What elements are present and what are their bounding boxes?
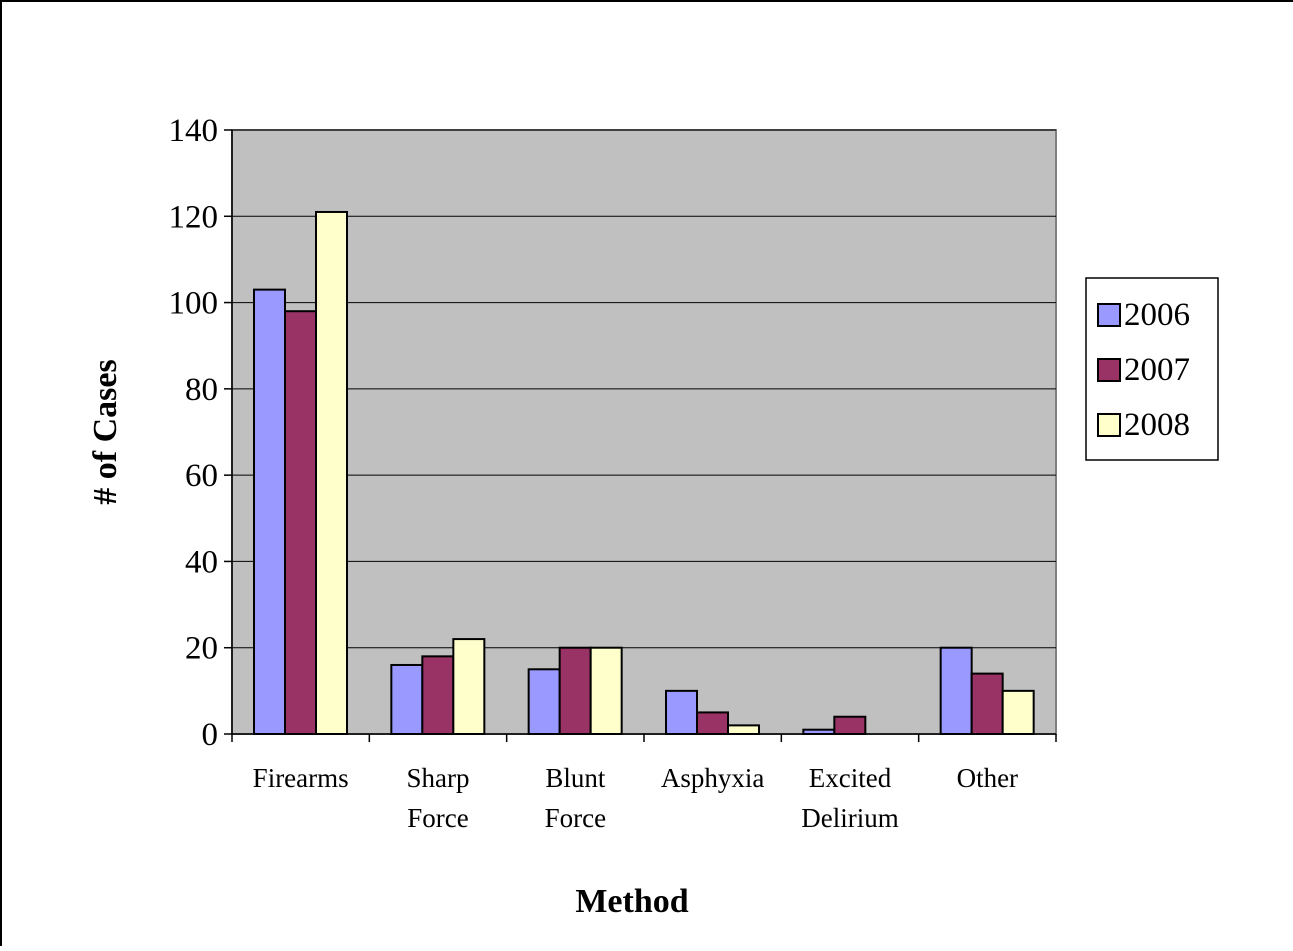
bar-2007-3 (696, 711, 729, 736)
y-tick-label: 140 (169, 113, 219, 149)
x-category-label: Firearms (253, 763, 349, 793)
bar-2006-2 (527, 668, 561, 735)
legend-label-2006: 2006 (1124, 297, 1190, 333)
bar-2008-5 (1001, 689, 1035, 735)
bar-2008-3 (727, 724, 760, 735)
y-tick-label: 0 (202, 717, 219, 753)
legend-swatch-2007 (1097, 358, 1121, 382)
bar-2006-0 (253, 288, 286, 735)
bar-2007-2 (558, 646, 592, 736)
bar-2007-0 (284, 310, 317, 735)
bar-2006-3 (665, 689, 698, 735)
y-tick-labels: 0 20 40 60 80 100 120 140 (169, 113, 219, 753)
gridlines (232, 129, 1056, 649)
bar-2008-2 (589, 646, 623, 736)
y-tick-label: 20 (185, 631, 218, 667)
legend-swatch-2006 (1097, 303, 1121, 327)
legend-label-2007: 2007 (1124, 352, 1190, 388)
bar-2008-1 (452, 638, 486, 735)
y-tick-label: 120 (169, 199, 219, 235)
legend-label-2008: 2008 (1124, 407, 1190, 443)
x-category-labels: Firearms Sharp Force Blunt Force Asphyxia Exci… (253, 763, 1018, 833)
y-axis-title: # of Cases (87, 359, 124, 504)
x-category-label: Sharp Force (407, 763, 470, 833)
y-tick-label: 80 (185, 372, 218, 408)
bar-2006-5 (939, 646, 973, 736)
y-tick-label: 60 (185, 458, 218, 494)
axes (224, 129, 1057, 742)
bar-2006-1 (390, 663, 424, 736)
plot-area (231, 129, 1057, 735)
bars (253, 210, 1035, 736)
x-category-label: Excited Delirium (801, 763, 898, 833)
y-tick-label: 40 (185, 544, 218, 580)
bar-2007-1 (421, 655, 455, 735)
x-category-label: Asphyxia (661, 763, 765, 793)
bar-2007-5 (970, 672, 1004, 735)
legend: 2006 2007 2008 (1085, 277, 1219, 461)
x-category-label: Blunt Force (545, 763, 606, 833)
y-tick-label: 100 (169, 286, 219, 322)
bar-2007-4 (833, 715, 867, 736)
x-category-label: Other (957, 763, 1018, 793)
x-axis-title: Method (575, 883, 688, 920)
legend-swatch-2008 (1097, 413, 1121, 437)
bar-2008-0 (315, 210, 348, 735)
